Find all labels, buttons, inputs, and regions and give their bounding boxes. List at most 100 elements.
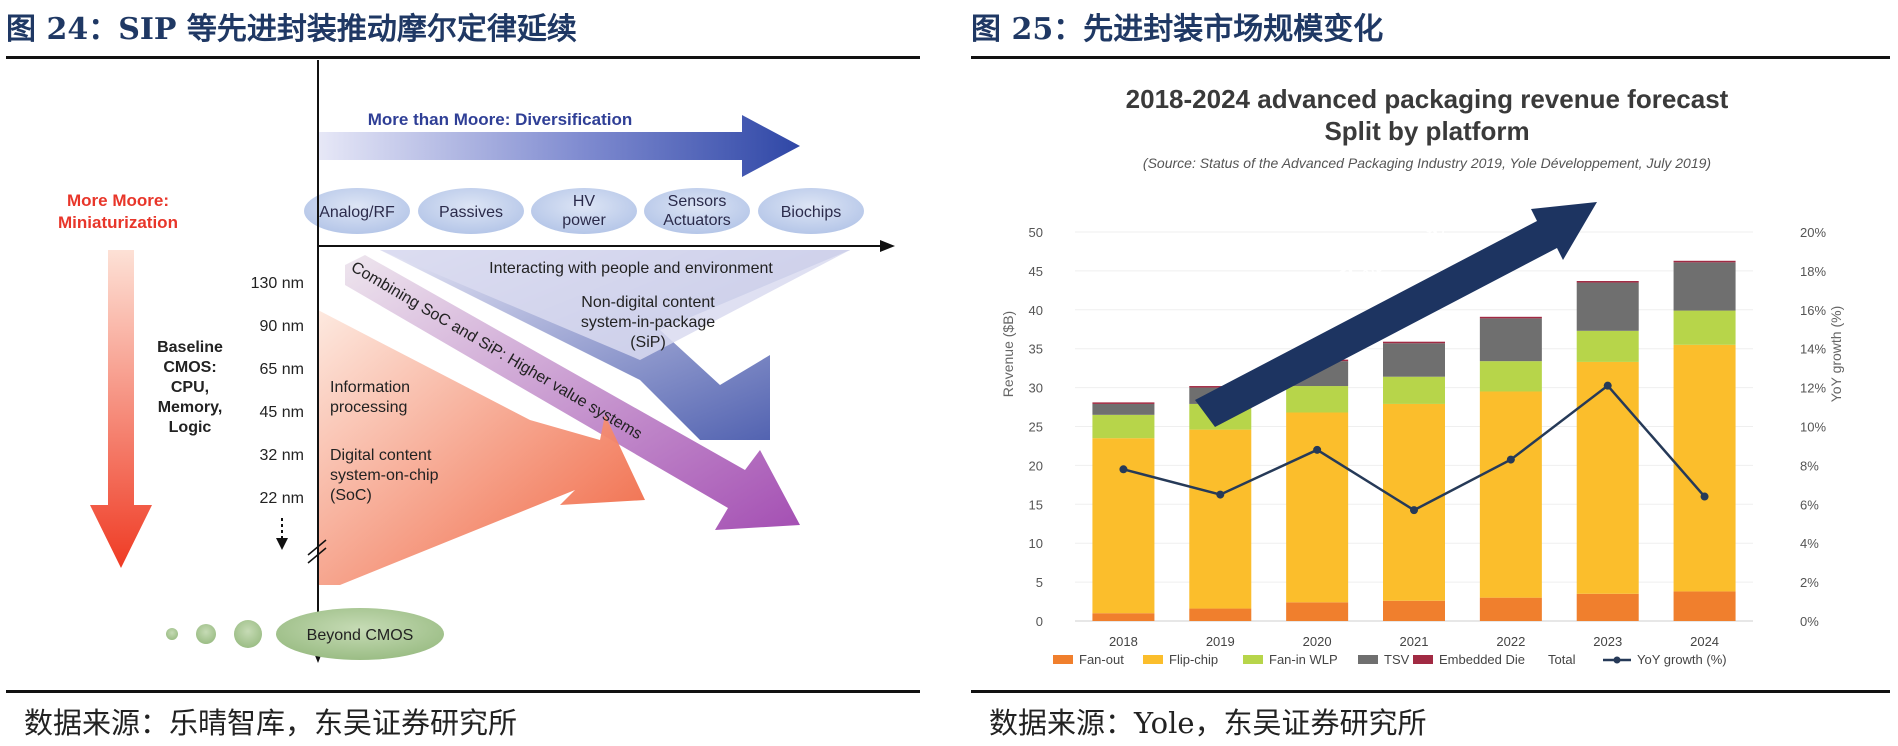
- bar-segment-flip-chip: [1092, 438, 1155, 614]
- yoy-line: [1119, 381, 1709, 515]
- bar-segment-tsv: [1479, 318, 1542, 362]
- y-tick-label: 40: [1029, 303, 1043, 318]
- figure-24-source: 数据来源：乐晴智库，东吴证券研究所: [24, 706, 518, 740]
- legend-label: Fan-in WLP: [1269, 652, 1338, 667]
- y2-tick-label: 16%: [1800, 303, 1826, 318]
- y2-tick-label: 4%: [1800, 536, 1819, 551]
- bar-segment-fan-out: [1383, 600, 1445, 621]
- ellipse-passives: Passives: [439, 204, 503, 221]
- bar-segment-embedded-die: [1092, 402, 1155, 404]
- top-rule: [6, 56, 920, 59]
- legend-label: Flip-chip: [1169, 652, 1218, 667]
- sip-line1: Non-digital content: [581, 294, 715, 311]
- y-tick-label: 10: [1029, 536, 1043, 551]
- x-tick-label: 2023: [1593, 634, 1622, 649]
- x-tick-label: 2018: [1109, 634, 1138, 649]
- figure-25-title: 图 25：先进封装市场规模变化: [971, 12, 1384, 47]
- y2-tick-label: 0%: [1800, 614, 1819, 629]
- bar-segment-fan-in-wlp: [1673, 310, 1736, 345]
- bar-segment-fan-in-wlp: [1576, 330, 1639, 362]
- node-45: 45 nm: [260, 404, 304, 421]
- y-tick-label: 0: [1036, 614, 1043, 629]
- bottom-rule: [6, 690, 920, 693]
- legend-swatch: [1143, 655, 1163, 664]
- sip-line2: system-in-package: [581, 314, 715, 331]
- bar-segment-flip-chip: [1189, 429, 1252, 609]
- y-tick-label: 50: [1029, 225, 1043, 240]
- yoy-point: [1603, 381, 1612, 390]
- bar-segment-flip-chip: [1286, 412, 1349, 603]
- ellipse-hv-line2: power: [562, 212, 606, 229]
- ellipse-analog-rf: Analog/RF: [319, 204, 395, 221]
- y2-tick-label: 18%: [1800, 264, 1826, 279]
- bar-segment-fan-in-wlp: [1383, 376, 1445, 404]
- x-tick-label: 2020: [1303, 634, 1332, 649]
- legend-line-marker: [1613, 656, 1621, 664]
- baseline-line4: Memory,: [158, 399, 223, 416]
- bar-segment-fan-out: [1286, 602, 1349, 621]
- figure-25-source: 数据来源：Yole，东吴证券研究所: [989, 706, 1427, 740]
- y2-tick-label: 2%: [1800, 575, 1819, 590]
- y2-tick-label: 20%: [1800, 225, 1826, 240]
- bar-segment-fan-in-wlp: [1286, 386, 1349, 413]
- baseline-line3: CPU,: [171, 379, 209, 396]
- bar-segment-fan-out: [1092, 613, 1155, 621]
- legend-swatch: [1413, 655, 1433, 664]
- left-figure-panel: 图 24：SIP 等先进封装推动摩尔定律延续: [0, 0, 920, 746]
- miniaturization-arrow: [90, 250, 152, 568]
- legend: Fan-out Flip-chip Fan-in WLP TSV Embedded Di…: [1053, 652, 1727, 667]
- legend-swatch: [1358, 655, 1378, 664]
- ellipse-sensors-line2: Actuators: [663, 212, 731, 229]
- chart-subtitle: Split by platform: [1324, 116, 1529, 146]
- soc-line3: (SoC): [330, 487, 372, 504]
- yoy-point: [1506, 455, 1515, 464]
- bar-segment-flip-chip: [1383, 403, 1445, 601]
- y-tick-label: 5: [1036, 575, 1043, 590]
- right-figure-panel: 图 25：先进封装市场规模变化 2018-2024 advanced packa…: [965, 0, 1890, 746]
- node-22: 22 nm: [260, 490, 304, 507]
- legend-swatch: [1243, 655, 1263, 664]
- bar-segment-flip-chip: [1673, 344, 1736, 592]
- axis-break-1: [307, 539, 327, 556]
- info-line2: processing: [330, 399, 407, 416]
- more-moore-label-2: Miniaturization: [58, 213, 178, 232]
- sip-wedge-body: [380, 250, 850, 360]
- y2-axis-title: YoY growth (%): [1828, 306, 1844, 403]
- more-than-moore-arrow: [318, 115, 800, 177]
- axis-break-2: [307, 547, 327, 564]
- y-tick-label: 35: [1029, 342, 1043, 357]
- bar-segment-tsv: [1576, 282, 1639, 331]
- yoy-point: [1700, 492, 1709, 501]
- bar-segment-embedded-die: [1479, 316, 1542, 319]
- bar-segment-embedded-die: [1383, 341, 1445, 344]
- yoy-point: [1216, 490, 1225, 499]
- figure-24-title: 图 24：SIP 等先进封装推动摩尔定律延续: [6, 12, 577, 47]
- bar-segment-tsv: [1383, 343, 1445, 377]
- bar-segment-fan-in-wlp: [1479, 361, 1542, 392]
- beyond-cmos-label: Beyond CMOS: [307, 627, 414, 644]
- cagr-arrow: [1195, 202, 1597, 427]
- application-ellipses: [304, 188, 864, 234]
- top-rule: [971, 56, 1890, 59]
- y-tick-label: 30: [1029, 381, 1043, 396]
- ellipse-hv-line1: HV: [573, 193, 596, 210]
- more-moore-label-1: More Moore:: [67, 191, 169, 210]
- legend-label: Total: [1548, 652, 1576, 667]
- node-130: 130 nm: [251, 275, 304, 292]
- baseline-line2: CMOS:: [163, 359, 216, 376]
- y2-tick-label: 6%: [1800, 497, 1819, 512]
- bar-segment-flip-chip: [1479, 391, 1542, 598]
- bar-segment-fan-out: [1673, 591, 1736, 621]
- beyond-cmos-bubbles: [166, 608, 444, 660]
- baseline-line5: Logic: [169, 419, 212, 436]
- horizontal-axis-head: [880, 240, 895, 252]
- bar-segment-flip-chip: [1576, 361, 1639, 594]
- y2-tick-label: 14%: [1800, 342, 1826, 357]
- legend-label: YoY growth (%): [1637, 652, 1727, 667]
- info-line1: Information: [330, 379, 410, 396]
- bar-segment-embedded-die: [1673, 260, 1736, 263]
- revenue-chart: 2018-2024 advanced packaging revenue for…: [1000, 84, 1844, 667]
- bar-segment-fan-out: [1479, 597, 1542, 621]
- bar-stacks: [1092, 260, 1736, 621]
- cagr-value: : ~8%: [1400, 211, 1457, 255]
